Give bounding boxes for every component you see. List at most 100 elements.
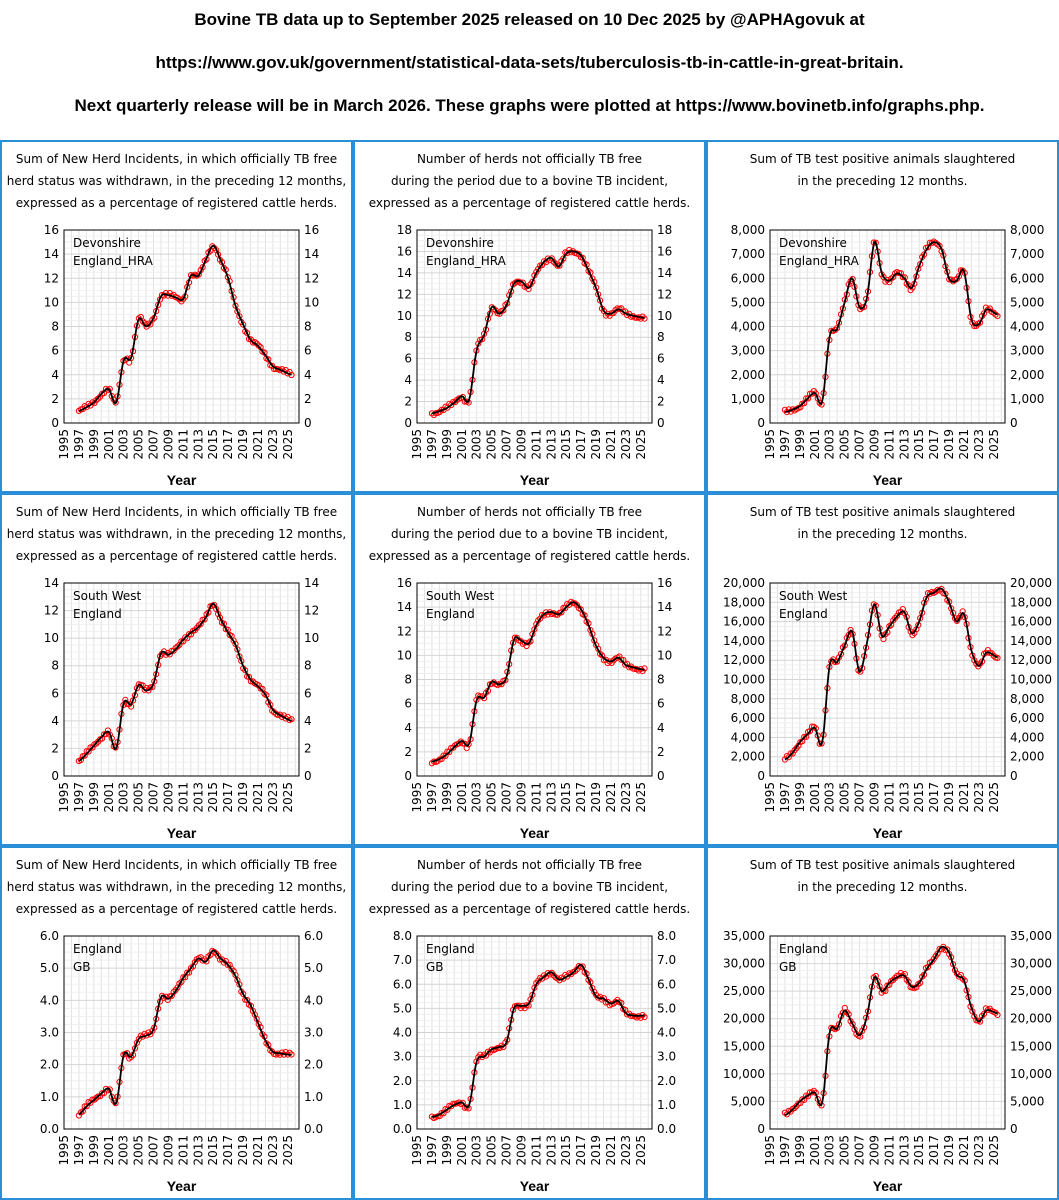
x-tick-label: 2011	[176, 782, 190, 813]
data-point	[849, 1021, 856, 1028]
data-point	[174, 643, 181, 650]
y-tick-label-right: 0	[1010, 1122, 1018, 1136]
x-tick-label: 2011	[529, 1135, 543, 1166]
x-tick-label: 1997	[425, 782, 439, 813]
x-tick-label: 2015	[912, 1135, 926, 1166]
y-tick-label-right: 6,000	[1010, 271, 1044, 285]
y-tick-label-right: 4	[657, 721, 665, 735]
x-tick-label: 2007	[853, 429, 867, 460]
header-line-3: Next quarterly release will be in March …	[74, 96, 985, 115]
y-tick-label-right: 4	[304, 368, 312, 382]
x-tick-label: 1999	[87, 1135, 101, 1166]
data-point	[267, 701, 274, 708]
x-tick-label: 2005	[485, 429, 499, 460]
data-point	[886, 279, 893, 286]
y-tick-label-right: 15,000	[1010, 1039, 1052, 1053]
data-point	[893, 612, 901, 619]
data-point	[199, 264, 206, 271]
x-tick-label: 2011	[529, 782, 543, 813]
x-tick-label: 2003	[470, 1135, 484, 1166]
data-point	[901, 610, 908, 617]
x-tick-label: 2009	[867, 782, 881, 813]
y-tick-label-right: 6	[657, 352, 665, 366]
y-tick-label-right: 12,000	[1010, 653, 1052, 667]
x-tick-label: 1997	[778, 782, 792, 813]
x-tick-label: 1999	[440, 429, 454, 460]
panel-title-line: during the period due to a bovine TB inc…	[390, 880, 669, 894]
y-tick-label-right: 14	[657, 600, 672, 614]
trend-line	[784, 240, 998, 413]
panel-title-line: Number of herds not officially TB free	[416, 505, 643, 519]
y-tick-label-left: 8	[51, 659, 59, 673]
x-tick-label: 1995	[410, 782, 424, 813]
y-tick-label-left: 2,000	[731, 368, 765, 382]
x-tick-label: 2023	[619, 1135, 633, 1166]
x-tick-label: 2023	[972, 1135, 986, 1166]
chart-svg: 0 0 5,000 5,000 10,000 10,000 15,000 15,000 20,0…	[723, 929, 1052, 1194]
chart-panel: Sum of TB test positive animals slaughte…	[706, 846, 1059, 1200]
y-tick-label-right: 18,000	[1010, 595, 1052, 609]
y-tick-label-right: 10,000	[1010, 673, 1052, 687]
data-point	[579, 963, 586, 970]
data-point	[112, 399, 119, 406]
data-point	[112, 1100, 119, 1107]
y-tick-label-left: 20,000	[723, 1012, 765, 1026]
data-point	[905, 978, 912, 985]
chart-panel: Number of herds not officially TB free d…	[353, 493, 706, 846]
panel-title-line: expressed as a percentage of registered …	[15, 902, 338, 916]
legend-label: England	[779, 942, 828, 956]
data-point	[230, 637, 237, 644]
legend-label: GB	[779, 960, 797, 974]
y-tick-label-left: 3,000	[731, 344, 765, 358]
x-tick-label: 2023	[972, 429, 986, 460]
x-tick-label: 2009	[514, 782, 528, 813]
y-tick-label-right: 0	[1010, 416, 1018, 430]
y-tick-label-left: 2	[404, 745, 412, 759]
x-tick-label: 2019	[942, 1135, 956, 1166]
y-tick-label-right: 8	[304, 320, 312, 334]
x-tick-label: 2009	[161, 1135, 175, 1166]
data-point	[568, 971, 575, 978]
trend-line	[431, 250, 645, 415]
x-tick-label: 2009	[867, 1135, 881, 1166]
y-tick-label-right: 4.0	[304, 993, 323, 1007]
x-axis-title: Year	[873, 1178, 903, 1194]
x-tick-label: 1997	[778, 1135, 792, 1166]
y-tick-label-left: 16	[44, 223, 59, 237]
plot-frame	[416, 229, 653, 424]
x-tick-label: 1997	[425, 1135, 439, 1166]
y-tick-label-left: 5.0	[40, 961, 59, 975]
x-tick-label: 2009	[514, 429, 528, 460]
y-tick-label-left: 4	[51, 714, 59, 728]
y-tick-label-right: 6,000	[1010, 711, 1044, 725]
x-tick-label: 1999	[87, 429, 101, 460]
y-tick-label-left: 7.0	[393, 953, 412, 967]
y-tick-label-left: 10	[397, 648, 412, 662]
y-tick-label-right: 1.0	[304, 1090, 323, 1104]
x-tick-label: 2025	[634, 1135, 648, 1166]
x-tick-label: 2011	[882, 782, 896, 813]
x-tick-label: 2023	[619, 429, 633, 460]
panel-title: Sum of New Herd Incidents, in which offi…	[2, 501, 351, 567]
y-tick-label-left: 12	[44, 271, 59, 285]
y-tick-label-left: 0	[404, 769, 412, 783]
plot-frame	[416, 582, 653, 777]
data-point	[218, 956, 226, 963]
x-tick-label: 2013	[897, 782, 911, 813]
x-tick-label: 2015	[559, 429, 573, 460]
x-tick-label: 2023	[619, 782, 633, 813]
plot-frame	[769, 229, 1006, 424]
y-tick-label-left: 4.0	[393, 1026, 412, 1040]
y-tick-label-right: 14	[304, 576, 319, 590]
x-tick-label: 2017	[221, 429, 235, 460]
y-tick-label-right: 14	[657, 266, 672, 280]
x-tick-label: 2007	[853, 1135, 867, 1166]
panel-title-line: expressed as a percentage of registered …	[368, 902, 691, 916]
plot-frame	[63, 935, 300, 1130]
legend-label: South West	[73, 589, 141, 603]
x-tick-label: 2019	[942, 429, 956, 460]
legend-label: England	[426, 607, 475, 621]
data-point	[500, 307, 507, 314]
y-tick-label-right: 12	[304, 604, 319, 618]
x-tick-label: 2021	[251, 1135, 265, 1166]
